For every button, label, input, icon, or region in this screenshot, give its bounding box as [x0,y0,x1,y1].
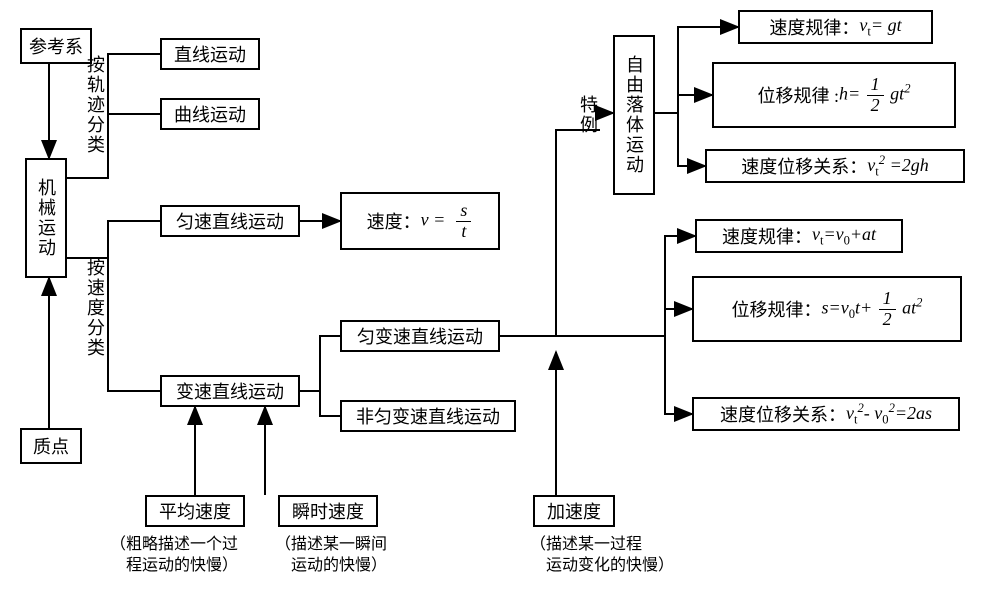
label: 直线运动 [174,41,246,67]
node-acceleration: 加速度 [533,495,615,527]
prefix: 速度规律： [769,14,859,40]
prefix: 速度规律： [722,223,812,249]
label-by-track: 按轨迹分类 [82,55,108,155]
formula: s=v0t+ 12 at2 [822,289,923,330]
label: 质点 [33,433,69,459]
node-avg-speed: 平均速度 [145,495,245,527]
node-uniform-acc: 匀变速直线运动 [340,320,500,352]
node-speed-formula: 速度： v = st [340,192,500,250]
formula: vt=v0+at [812,224,876,249]
caption-acceleration: （描述某一过程 运动变化的快慢） [530,535,674,577]
node-ff-displacement: 位移规律 : h= 12 gt2 [712,62,956,128]
label: 非匀变速直线运动 [356,403,500,429]
node-nonuniform-acc: 非匀变速直线运动 [340,400,516,432]
prefix: 速度位移关系： [741,153,867,179]
formula: vt2 =2gh [867,153,928,180]
prefix: 速度： [367,208,421,234]
formula: v = st [421,201,474,242]
node-uniform-linear: 匀速直线运动 [160,205,300,237]
label: 变速直线运动 [176,378,284,404]
label: 参考系 [29,33,83,59]
prefix: 速度位移关系： [720,401,846,427]
node-particle: 质点 [20,428,82,464]
node-ua-velocity: 速度规律： vt=v0+at [695,219,903,253]
formula: h= 12 gt2 [839,75,910,116]
label: 加速度 [547,498,601,524]
node-ua-relation: 速度位移关系： vt2- v02=2as [692,397,960,431]
node-inst-speed: 瞬时速度 [278,495,378,527]
node-varying-linear: 变速直线运动 [160,375,300,407]
prefix: 位移规律 : [758,82,840,108]
node-curved-motion: 曲线运动 [160,98,260,130]
label-by-speed: 按速度分类 [82,258,108,358]
label: 曲线运动 [174,101,246,127]
label: 平均速度 [159,498,231,524]
label: 自由落体运动 [621,55,647,175]
label: 匀速直线运动 [176,208,284,234]
label: 机械运动 [33,178,59,258]
node-ff-relation: 速度位移关系： vt2 =2gh [705,149,965,183]
node-ff-velocity: 速度规律： vt= gt [738,10,933,44]
caption-avg-speed: （粗略描述一个过 程运动的快慢） [110,535,238,577]
node-mechanical-motion: 机械运动 [25,158,67,278]
label-special-case: 特例 [575,95,601,135]
formula: vt2- v02=2as [846,401,932,428]
formula: vt= gt [859,15,901,40]
node-linear-motion: 直线运动 [160,38,260,70]
node-free-fall: 自由落体运动 [613,35,655,195]
label: 瞬时速度 [292,498,364,524]
prefix: 位移规律： [732,296,822,322]
caption-inst-speed: （描述某一瞬间 运动的快慢） [275,535,387,577]
node-ua-displacement: 位移规律： s=v0t+ 12 at2 [692,276,962,342]
label: 匀变速直线运动 [357,323,483,349]
